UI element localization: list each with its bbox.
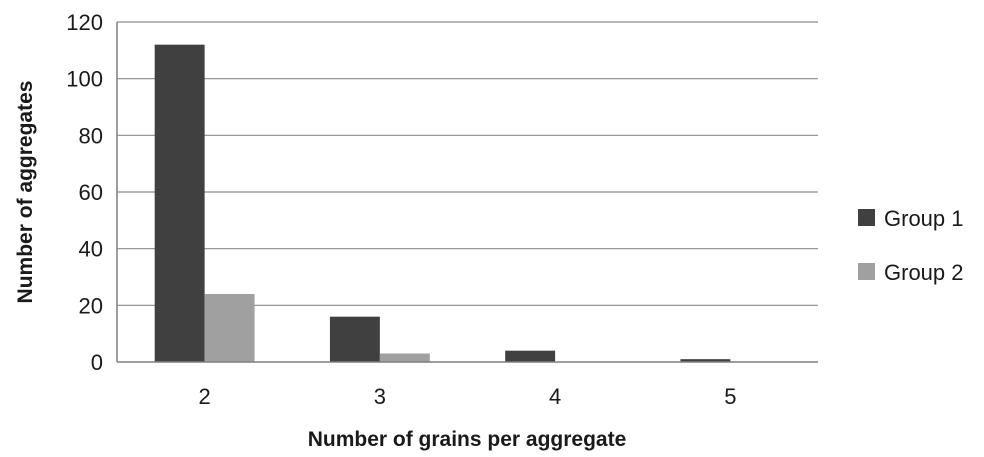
y-tick-label: 40 [79,237,103,262]
x-tick-label: 4 [549,384,561,409]
y-tick-label: 60 [79,180,103,205]
bar-group-2 [380,354,430,363]
legend-label: Group 2 [884,260,964,285]
y-axis-title: Number of aggregates [14,81,37,304]
bar-group-1 [330,317,380,362]
bar-group-2 [205,294,255,362]
gridlines [117,22,818,305]
x-tick-label: 2 [199,384,211,409]
x-tick-label: 3 [374,384,386,409]
y-tick-label: 120 [66,10,103,35]
legend-label: Group 1 [884,206,964,231]
y-tick-label: 0 [91,350,103,375]
y-tick-label: 100 [66,67,103,92]
legend: Group 1 Group 2 [858,206,964,285]
x-tick-label: 5 [724,384,736,409]
legend-swatch [858,209,875,226]
bars [155,45,731,362]
y-tick-label: 20 [79,293,103,318]
y-tick-label: 80 [79,123,103,148]
x-tick-labels: 2 3 4 5 [199,384,737,409]
y-tick-labels: 0 20 40 60 80 100 120 [66,10,103,375]
bar-group-1 [155,45,205,362]
bar-group-1 [505,351,555,362]
legend-swatch [858,263,875,280]
x-axis-title: Number of grains per aggregate [308,428,627,451]
